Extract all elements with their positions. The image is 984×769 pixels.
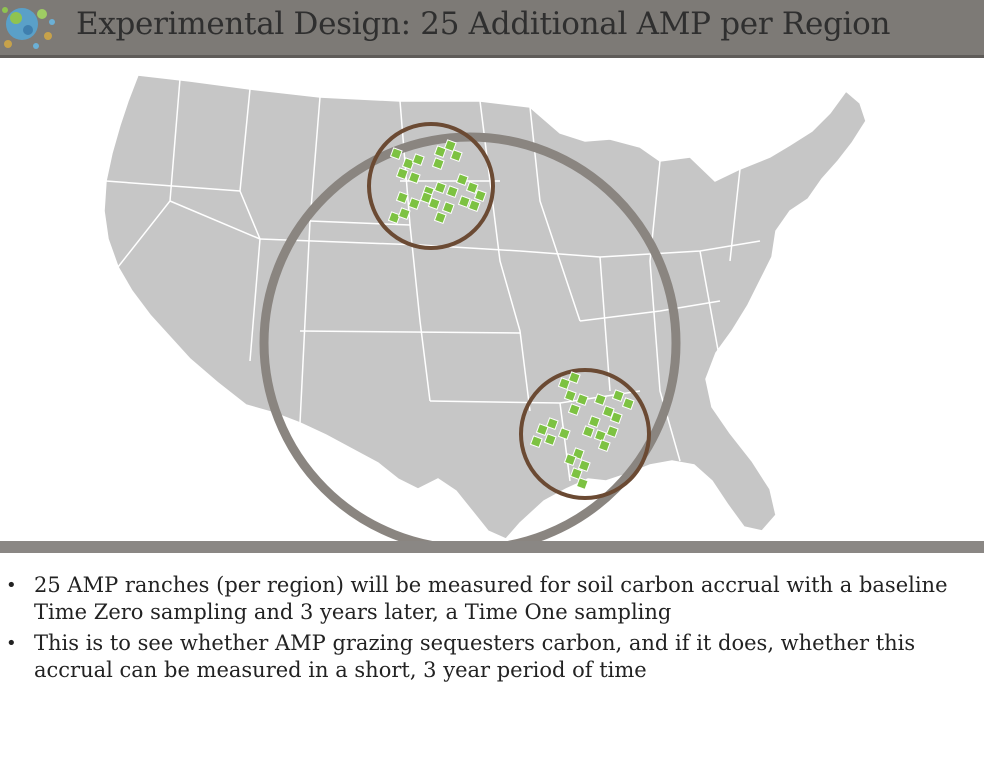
ranch-marker <box>455 173 469 187</box>
ranch-marker <box>593 429 607 443</box>
ranch-marker <box>389 147 403 161</box>
ranch-marker <box>545 417 559 431</box>
ranch-marker <box>577 459 591 473</box>
northern-region-circle <box>367 122 495 250</box>
ranch-marker <box>473 189 487 203</box>
globe-logo-icon <box>2 7 55 49</box>
ranch-marker <box>443 139 457 153</box>
ranch-marker <box>441 201 455 215</box>
southern-ranch-markers <box>529 371 635 491</box>
ranch-marker <box>569 467 583 481</box>
title-bar: Experimental Design: 25 Additional AMP p… <box>0 0 984 58</box>
ranch-marker <box>401 157 415 171</box>
ranch-marker <box>597 439 611 453</box>
ranch-marker <box>529 435 543 449</box>
ranch-marker <box>431 157 445 171</box>
ranch-marker <box>419 191 433 205</box>
bullet-text: This is to see whether AMP grazing seque… <box>34 631 916 682</box>
ranch-marker <box>407 171 421 185</box>
ranch-marker <box>445 185 459 199</box>
ranch-marker <box>563 389 577 403</box>
slide-title: Experimental Design: 25 Additional AMP p… <box>76 6 891 42</box>
bullet-item: • This is to see whether AMP grazing seq… <box>0 630 984 684</box>
ranch-marker <box>601 405 615 419</box>
ranch-marker <box>433 211 447 225</box>
ranch-marker <box>581 425 595 439</box>
ranch-marker <box>433 145 447 159</box>
us-map-shape <box>103 74 867 540</box>
bullet-text: 25 AMP ranches (per region) will be meas… <box>34 573 948 624</box>
ranch-marker <box>587 415 601 429</box>
ranch-marker <box>593 393 607 407</box>
ranch-marker <box>387 211 401 225</box>
ranch-marker <box>427 197 441 211</box>
bullet-dot: • <box>6 633 17 654</box>
ranch-marker <box>457 195 471 209</box>
ranch-marker <box>575 477 589 491</box>
ranch-marker <box>465 181 479 195</box>
ranch-marker <box>395 191 409 205</box>
ranch-marker <box>563 453 577 467</box>
southern-region-circle <box>519 368 651 500</box>
bullet-list: • 25 AMP ranches (per region) will be me… <box>0 572 984 688</box>
ranch-marker <box>621 397 635 411</box>
section-divider <box>0 541 984 553</box>
bullet-dot: • <box>6 575 17 596</box>
northern-ranch-markers <box>387 139 487 225</box>
ranch-marker <box>609 411 623 425</box>
ranch-marker <box>411 153 425 167</box>
us-map-area <box>0 61 984 554</box>
bullet-item: • 25 AMP ranches (per region) will be me… <box>0 572 984 626</box>
ranch-marker <box>557 427 571 441</box>
ranch-marker <box>535 423 549 437</box>
ranch-marker <box>605 425 619 439</box>
us-map-illustration <box>103 74 867 554</box>
ranch-marker <box>467 199 481 213</box>
ranch-marker <box>557 377 571 391</box>
ranch-marker <box>397 207 411 221</box>
ranch-marker <box>395 167 409 181</box>
ranch-marker <box>543 433 557 447</box>
ranch-marker <box>575 393 589 407</box>
ranch-marker <box>611 389 625 403</box>
ranch-marker <box>567 371 581 385</box>
ranch-marker <box>407 197 421 211</box>
ranch-marker <box>433 181 447 195</box>
ranch-marker <box>449 149 463 163</box>
ranch-marker <box>567 403 581 417</box>
